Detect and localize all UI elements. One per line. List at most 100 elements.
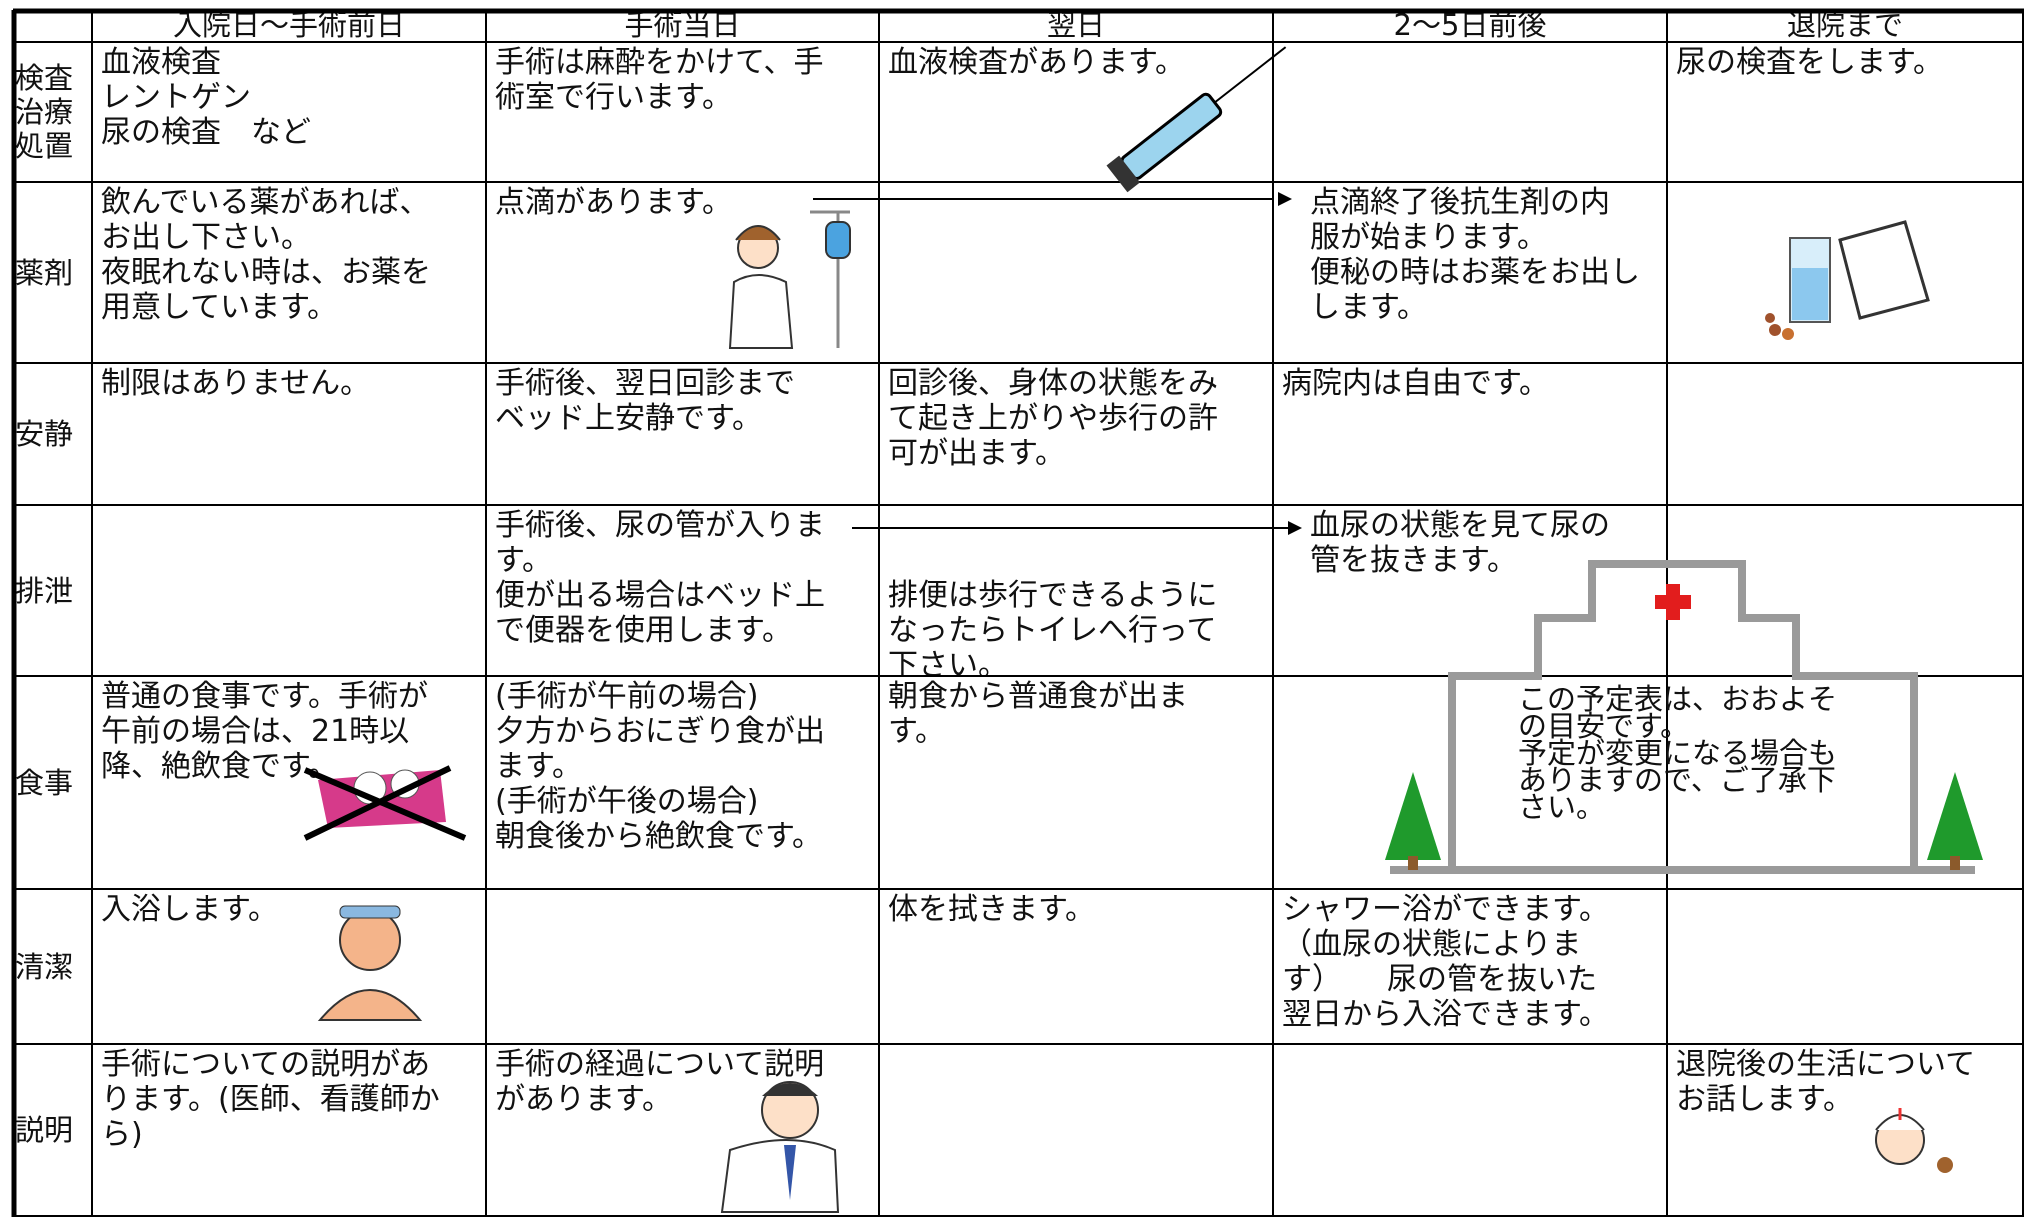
table-cell: 制限はありません。	[93, 364, 487, 506]
row-label: 食事	[13, 677, 93, 890]
table-cell	[1274, 1045, 1668, 1217]
text-line: 排便は歩行できるように	[888, 578, 1218, 613]
text-line: 飲んでいる薬があれば、	[101, 185, 430, 220]
text-line: で便器を使用します。	[495, 613, 792, 648]
text-line: 体を拭きます。	[888, 892, 1095, 927]
table-cell	[1668, 890, 2024, 1045]
text-line: お出し下さい。	[101, 220, 311, 255]
text-line: 清潔	[15, 949, 74, 984]
text-line: 尿の検査をします。	[1676, 45, 1943, 80]
text-line: 食事	[15, 765, 74, 800]
table-cell: 手術後、尿の管が入りま す。 便が出る場合はベッド上 で便器を使用します。	[487, 506, 880, 677]
table-cell: 手術後、翌日回診まで ベッド上安静です。	[487, 364, 880, 506]
text-line: 手術後、翌日回診まで	[495, 366, 795, 401]
note: この予定表は、おおよそ の目安です。 予定が変更になる場合も ありますので、ご了承下さ…	[1518, 682, 1838, 824]
text-line: （血尿の状態によりま	[1282, 927, 1582, 962]
text-line: 午前の場合は、21時以	[101, 714, 410, 749]
text-line: 点滴があります。	[495, 185, 732, 220]
table-cell: 点滴があります。	[487, 183, 880, 364]
text-line: 可が出ます。	[888, 436, 1065, 471]
text-line: 病院内は自由です。	[1282, 366, 1549, 401]
text-line: 血液検査があります。	[888, 45, 1185, 80]
table-cell: 血液検査があります。	[880, 43, 1274, 183]
text-line: す。	[495, 543, 552, 578]
table-cell: シャワー浴ができます。 （血尿の状態によりま す） 尿の管を抜いた 翌日から入浴できま…	[1274, 890, 1668, 1045]
table-cell: 手術についての説明があ ります。(医師、看護師か ら)	[93, 1045, 487, 1217]
table-cell: 排便は歩行できるように なったらトイレへ行って 下さい。	[880, 506, 1274, 677]
text-line: ら)	[101, 1117, 143, 1152]
table-cell: 血液検査 レントゲン 尿の検査 など	[93, 43, 487, 183]
table-cell: 体を拭きます。	[880, 890, 1274, 1045]
text-line: 手術後、尿の管が入りま	[495, 508, 825, 543]
text-line: があります。	[495, 1082, 672, 1117]
column-header: 入院日～手術前日	[93, 10, 487, 43]
table-cell: 退院後の生活について お話します。	[1668, 1045, 2024, 1217]
row-label: 清潔	[13, 890, 93, 1045]
column-header: 翌日	[880, 10, 1274, 43]
text-line: お話します。	[1676, 1082, 1853, 1117]
table-cell	[880, 1045, 1274, 1217]
text-line: 血液検査	[101, 45, 221, 80]
table-cell: 飲んでいる薬があれば、 お出し下さい。 夜眠れない時は、お薬を 用意しています。	[93, 183, 487, 364]
text-line: 処置	[15, 129, 74, 163]
text-line: 説明	[15, 1113, 74, 1147]
text-line: 点滴終了後抗生剤の内	[1310, 185, 1610, 220]
column-header: 2～5日前後	[1274, 10, 1668, 43]
text-line: 朝食後から絶飲食です。	[495, 819, 822, 854]
row-label: 薬剤	[13, 183, 93, 364]
text-line: 手術の経過について説明	[495, 1047, 825, 1082]
text-line: 朝食から普通食が出ま	[888, 679, 1188, 714]
text-line: 管を抜きます。	[1310, 543, 1517, 578]
table-cell	[1668, 183, 2024, 364]
text-line: 翌日から入浴できます。	[1282, 997, 1609, 1032]
text-line: さい。	[1518, 790, 1606, 824]
table-cell	[1668, 506, 2024, 677]
text-line: 予定が変更になる場合も	[1518, 736, 1838, 770]
table-cell: 病院内は自由です。	[1274, 364, 1668, 506]
text-line: ベッド上安静です。	[495, 401, 762, 436]
table-cell: 入浴します。	[93, 890, 487, 1045]
text-line: す） 尿の管を抜いた	[1282, 962, 1597, 997]
text-line: 服が始まります。	[1310, 220, 1547, 255]
table-cell: 血尿の状態を見て尿の 管を抜きます。	[1274, 506, 1668, 677]
table-cell: (手術が午前の場合) 夕方からおにぎり食が出 ます。 (手術が午後の場合) 朝食後から絶…	[487, 677, 880, 890]
row-label: 説明	[13, 1045, 93, 1217]
text-line: 排泄	[15, 573, 74, 608]
table-cell	[880, 183, 1274, 364]
text-line: (手術が午前の場合)	[495, 679, 759, 714]
text-line: レントゲン	[101, 80, 251, 115]
text-line: の目安です。	[1518, 709, 1690, 743]
text-line: 便秘の時はお薬をお出し	[1310, 255, 1640, 290]
text-line: 便が出る場合はベッド上	[495, 578, 825, 613]
text-line: 薬剤	[15, 255, 74, 290]
text-line: 検査	[15, 61, 74, 95]
column-header: 手術当日	[487, 10, 880, 43]
text-line: 尿の検査 など	[101, 115, 311, 150]
text-line: 用意しています。	[101, 290, 338, 325]
table-cell: 回診後、身体の状態をみ て起き上がりや歩行の許 可が出ます。	[880, 364, 1274, 506]
text-line: 夕方からおにぎり食が出	[495, 714, 825, 749]
text-line: 術室で行います。	[495, 80, 732, 115]
text-line: 普通の食事です。手術が	[101, 679, 428, 714]
text-line: シャワー浴ができます。	[1282, 892, 1609, 927]
text-line: て起き上がりや歩行の許	[888, 401, 1218, 436]
text-line: 手術についての説明があ	[101, 1047, 431, 1082]
table-cell	[487, 890, 880, 1045]
text-line: 入浴します。	[101, 892, 278, 927]
text-line: この予定表は、おおよそ	[1518, 682, 1838, 716]
row-label: 安静	[13, 364, 93, 506]
text-line: 血尿の状態を見て尿の	[1310, 508, 1610, 543]
text-line: ありますので、ご了承下	[1518, 763, 1836, 797]
text-line: (手術が午後の場合)	[495, 784, 759, 819]
text-line: 手術は麻酔をかけて、手	[495, 45, 824, 80]
text-line: 安静	[15, 417, 74, 451]
table-cell: 朝食から普通食が出ま す。	[880, 677, 1274, 890]
text-line: す。	[888, 714, 945, 749]
text-line: 下さい。	[888, 648, 1008, 677]
table-cell: 手術の経過について説明 があります。	[487, 1045, 880, 1217]
text-line: します。	[1310, 290, 1427, 325]
column-header: 退院まで	[1668, 10, 2024, 43]
table-cell: 点滴終了後抗生剤の内 服が始まります。 便秘の時はお薬をお出し します。	[1274, 183, 1668, 364]
